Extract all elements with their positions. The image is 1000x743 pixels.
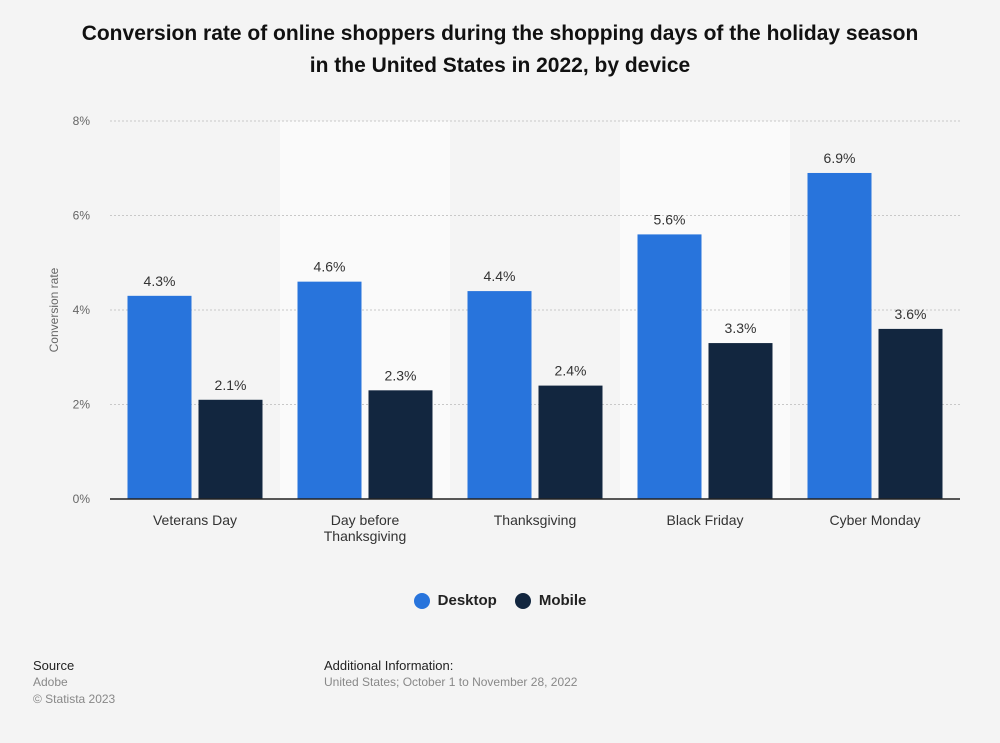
chart-title-line-2: in the United States in 2022, by device: [309, 54, 691, 77]
chart-title: Conversion rate of online shoppers durin…: [40, 18, 960, 82]
x-tick-label-line: Black Friday: [666, 512, 743, 528]
y-tick-label: 6%: [73, 209, 91, 223]
x-tick-label: Day before Thanksgiving: [324, 512, 407, 544]
data-label-mobile: 2.3%: [385, 367, 417, 383]
legend-label-desktop: Desktop: [437, 592, 497, 609]
x-tick-label: Cyber Monday: [829, 512, 920, 528]
data-label-mobile: 2.4%: [555, 363, 587, 379]
additional-info-label[interactable]: Additional Information:: [324, 658, 454, 673]
data-label-desktop: 6.9%: [824, 150, 856, 166]
source-label: Source: [33, 658, 75, 673]
legend-label-mobile: Mobile: [538, 592, 587, 609]
additional-info-block: Additional Information: United States; O…: [324, 657, 577, 691]
x-tick-label: Black Friday: [666, 512, 743, 528]
data-label-desktop: 4.6%: [314, 259, 346, 275]
data-label-desktop: 4.3%: [144, 273, 176, 289]
data-label-desktop: 4.4%: [484, 268, 516, 284]
x-tick-label-line: Veterans Day: [153, 512, 237, 528]
x-tick-label-line: Cyber Monday: [829, 512, 920, 528]
chart-title-line-1: Conversion rate of online shoppers durin…: [81, 22, 919, 45]
bar-chart: 0% 2% 4% 6% 8% Conversion rate 4.3% 2.1% Veteran…: [47, 114, 960, 544]
bar-mobile[interactable]: [368, 390, 433, 499]
x-tick-label-line: Day before: [331, 512, 400, 528]
legend-item-mobile[interactable]: Mobile: [514, 592, 587, 609]
y-tick-label: 0%: [73, 492, 91, 506]
data-label-mobile: 3.3%: [725, 320, 757, 336]
bar-mobile[interactable]: [538, 385, 603, 499]
x-tick-label-line: Thanksgiving: [324, 528, 407, 544]
copyright[interactable]: © Statista 2023: [33, 692, 116, 706]
bar-desktop[interactable]: [467, 291, 532, 499]
y-axis-label: Conversion rate: [47, 267, 61, 352]
bar-desktop[interactable]: [807, 172, 872, 499]
x-tick-label-line: Thanksgiving: [494, 512, 577, 528]
legend-item-desktop[interactable]: Desktop: [413, 592, 497, 609]
bar-mobile[interactable]: [198, 399, 263, 499]
y-tick-label: 4%: [73, 303, 91, 317]
data-label-desktop: 5.6%: [654, 211, 686, 227]
y-tick-label: 2%: [73, 398, 91, 412]
x-tick-label: Veterans Day: [153, 512, 237, 528]
data-label-mobile: 2.1%: [215, 377, 247, 393]
bar-mobile[interactable]: [708, 343, 773, 499]
additional-info-value: United States; October 1 to November 28,…: [324, 675, 578, 689]
source-block: Source Adobe © Statista 2023: [33, 657, 115, 708]
x-tick-label: Thanksgiving: [494, 512, 577, 528]
bar-desktop[interactable]: [297, 281, 362, 499]
y-tick-label: 8%: [73, 114, 91, 128]
bar-desktop[interactable]: [127, 295, 192, 499]
bar-mobile[interactable]: [878, 328, 943, 499]
legend-swatch-mobile: [514, 592, 531, 609]
chart-legend: Desktop Mobile: [0, 592, 1000, 609]
legend-swatch-desktop: [413, 592, 430, 609]
data-label-mobile: 3.6%: [895, 306, 927, 322]
source-value[interactable]: Adobe: [33, 675, 68, 689]
bar-desktop[interactable]: [637, 234, 702, 499]
